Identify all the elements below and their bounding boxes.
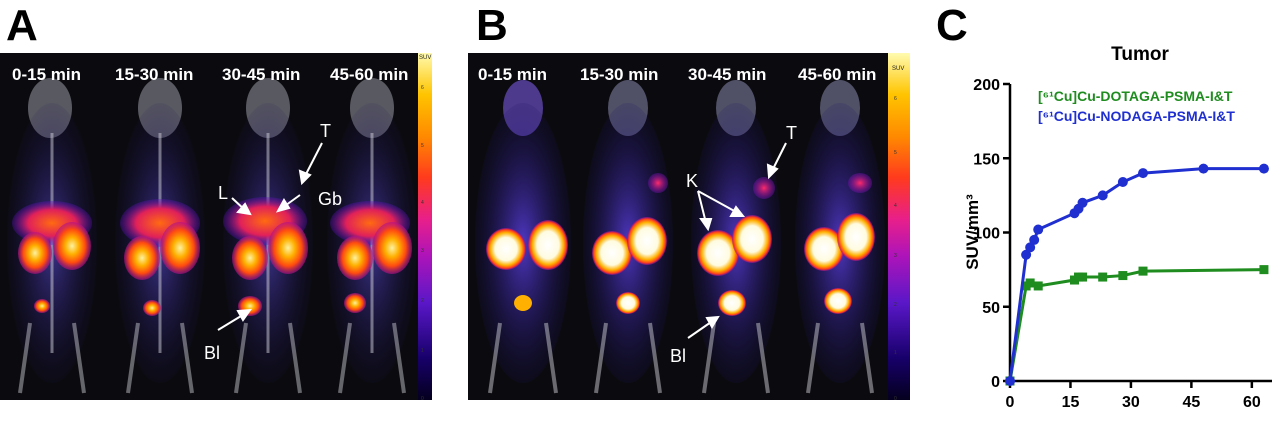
x-tick-label: 30 xyxy=(1122,394,1140,411)
x-tick-label: 0 xyxy=(1006,394,1015,411)
cbar-a-tick: 4 xyxy=(421,200,424,206)
mouse-a1 xyxy=(7,78,97,394)
panel-a-pet-illustration xyxy=(7,78,417,394)
panel-b-pet-illustration xyxy=(475,80,885,394)
data-point xyxy=(1138,266,1148,276)
data-point xyxy=(1138,168,1149,179)
data-point xyxy=(1033,281,1043,291)
annotation-bladder: Bl xyxy=(204,343,221,363)
annotation-kidney: K xyxy=(686,171,699,191)
data-point xyxy=(1097,190,1108,201)
annotation-tumor: T xyxy=(786,123,797,143)
legend-entry-2: [⁶¹Cu]Cu-NODAGA-PSMA-I&T xyxy=(1038,108,1235,124)
panel-a-arrows xyxy=(217,142,323,331)
panel-b-time-1: 0-15 min xyxy=(478,65,547,84)
mouse-b1 xyxy=(475,80,571,394)
chart-axes: 0 50 100 150 200 0 15 30 45 60 xyxy=(973,77,1272,411)
cbar-b-tick: 4 xyxy=(894,203,897,209)
data-point xyxy=(1118,271,1128,281)
annotation-bladder: Bl xyxy=(670,346,687,366)
y-tick-label: 100 xyxy=(973,226,1000,243)
cbar-b-tick: 2 xyxy=(894,302,897,308)
annotation-gallbladder: Gb xyxy=(318,189,343,209)
panel-a-colorbar xyxy=(418,53,432,400)
data-point xyxy=(1021,249,1032,260)
panel-a-time-4: 45-60 min xyxy=(330,65,409,84)
data-point xyxy=(1258,163,1269,174)
annotation-tumor: T xyxy=(320,121,331,141)
cbar-a-tick: 6 xyxy=(421,85,424,91)
cbar-a-tick: 3 xyxy=(421,248,424,254)
chart-title: Tumor xyxy=(1111,44,1169,65)
data-point xyxy=(1077,197,1088,208)
panel-a-colorbar-label: SUV xyxy=(419,55,432,61)
panel-a-pet-image: 0-15 min 15-30 min 30-45 min 45-60 min T… xyxy=(0,53,418,400)
cbar-a-tick: 0 xyxy=(421,396,424,402)
cbar-b-tick: 1 xyxy=(894,350,897,356)
series-line-1 xyxy=(1008,268,1264,382)
data-point xyxy=(1025,242,1036,253)
panel-a-letter: A xyxy=(6,1,38,50)
data-point xyxy=(1117,177,1128,188)
y-tick-label: 200 xyxy=(973,77,1000,94)
panel-c-letter: C xyxy=(936,1,968,50)
panel-a-time-2: 15-30 min xyxy=(115,65,194,84)
data-point xyxy=(1098,272,1108,282)
mouse-a4 xyxy=(327,78,417,394)
legend-entry-1: [⁶¹Cu]Cu-DOTAGA-PSMA-I&T xyxy=(1038,88,1233,104)
panel-b-pet-image: 0-15 min 15-30 min 30-45 min 45-60 min T… xyxy=(468,53,888,400)
series-line-2 xyxy=(1008,167,1264,382)
data-point xyxy=(1029,234,1040,245)
data-point xyxy=(1198,163,1209,174)
mouse-b3 xyxy=(691,80,781,394)
cbar-a-tick: 5 xyxy=(421,143,424,149)
panel-b-letter: B xyxy=(476,1,508,50)
mouse-b4 xyxy=(795,80,885,394)
mouse-b2 xyxy=(583,80,673,394)
mouse-a3 xyxy=(223,78,313,394)
panel-b-time-4: 45-60 min xyxy=(798,65,877,84)
data-point xyxy=(1025,278,1035,288)
cbar-b-tick: 3 xyxy=(894,253,897,259)
panel-b-time-3: 30-45 min xyxy=(688,65,767,84)
y-axis-label: SUV/mm³ xyxy=(963,194,982,270)
cbar-b-tick: 5 xyxy=(894,150,897,156)
panel-b-colorbar xyxy=(888,53,910,400)
data-point xyxy=(1005,376,1015,386)
data-point xyxy=(1033,224,1044,235)
data-point xyxy=(1078,272,1088,282)
x-tick-label: 60 xyxy=(1243,394,1261,411)
panel-b-time-2: 15-30 min xyxy=(580,65,659,84)
cbar-b-tick: 0 xyxy=(894,396,897,402)
annotation-liver: L xyxy=(218,183,229,203)
x-tick-label: 45 xyxy=(1182,394,1200,411)
cbar-a-tick: 1 xyxy=(421,348,424,354)
chart-legend: [⁶¹Cu]Cu-DOTAGA-PSMA-I&T [⁶¹Cu]Cu-NODAGA-… xyxy=(1038,88,1235,124)
mouse-a2 xyxy=(115,78,205,394)
y-tick-label: 150 xyxy=(973,151,1000,168)
panel-a-time-3: 30-45 min xyxy=(222,65,301,84)
chart-series xyxy=(1005,163,1269,386)
tumor-suv-chart: Tumor 0 50 100 150 200 0 15 30 45 60 SUV/mm³ [⁶¹C… xyxy=(963,44,1272,411)
x-tick-label: 15 xyxy=(1062,394,1080,411)
cbar-b-tick: 6 xyxy=(894,96,897,102)
panel-a-time-1: 0-15 min xyxy=(12,65,81,84)
data-point xyxy=(1259,265,1269,275)
y-tick-label: 50 xyxy=(982,300,1000,317)
panel-b-colorbar-label: SUV xyxy=(892,66,905,72)
cbar-a-tick: 2 xyxy=(421,298,424,304)
panel-b-arrows xyxy=(687,142,787,339)
y-tick-label: 0 xyxy=(991,374,1000,391)
